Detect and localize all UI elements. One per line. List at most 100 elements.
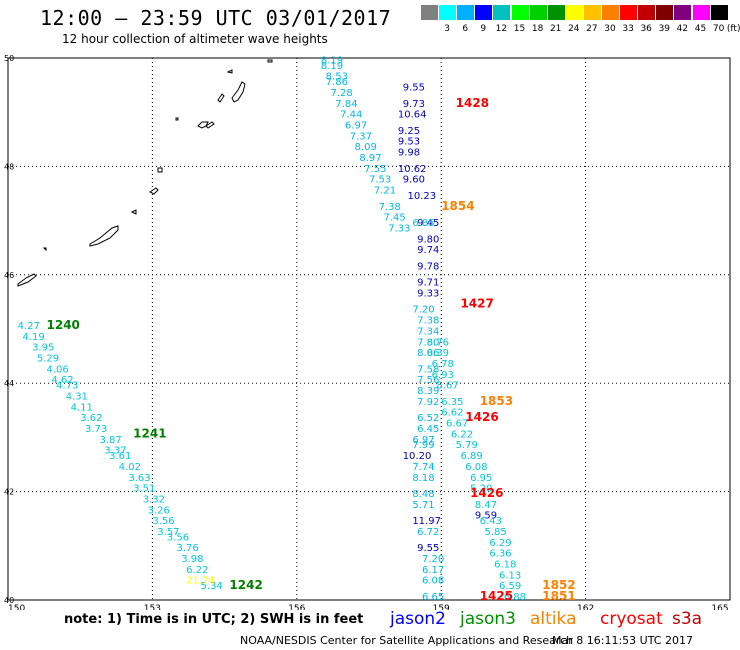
swh-value-cyan_main: 7.53 bbox=[369, 175, 391, 186]
legend-label: 12 bbox=[495, 24, 508, 34]
legend-label: 33 bbox=[622, 24, 634, 34]
footer-note: note: 1) Time is in UTC; 2) SWH is in fe… bbox=[64, 612, 364, 627]
legend-swatch bbox=[583, 5, 601, 20]
swh-value-cyan_main: 7.21 bbox=[374, 186, 396, 197]
pass-time-label: 1241 bbox=[133, 426, 166, 440]
pass-time-label: 1851 bbox=[542, 589, 575, 603]
swh-value-cyan_second: 5.85 bbox=[485, 527, 507, 538]
legend-swatch bbox=[602, 5, 619, 20]
pass-time-label: 1854 bbox=[441, 199, 474, 213]
swh-value-jason2: 9.80 bbox=[417, 234, 439, 245]
swh-value-cyan_second: 6.95 bbox=[470, 473, 492, 484]
axis-labels: 150 153 156 159 162 165 50 48 46 44 42 40 bbox=[4, 54, 729, 610]
swh-value-jason2: 9.71 bbox=[417, 278, 439, 289]
satellite-altika: altika bbox=[530, 609, 577, 629]
swh-value-cyan_second: 6.62 bbox=[441, 408, 463, 419]
legend-label: 42 bbox=[676, 24, 689, 34]
swh-value-cyan_main: 8.39 bbox=[417, 386, 439, 397]
swh-value-cyan_main: 7.99 bbox=[412, 440, 434, 451]
legend-swatch bbox=[656, 5, 674, 20]
swh-value-cyan_second: 6.18 bbox=[494, 559, 516, 570]
swh-value-cyan_second: 5.20 bbox=[470, 484, 492, 495]
lat-tick-label: 44 bbox=[4, 379, 14, 388]
pass-time-label: 1242 bbox=[229, 578, 262, 592]
swh-value-cyan_main: 7.44 bbox=[340, 110, 362, 121]
swh-value-cyan_main: 6.97 bbox=[412, 435, 434, 446]
swh-value-cyan_main: 7.45 bbox=[383, 213, 405, 224]
swh-value-cyan_main: 6.08 bbox=[422, 576, 444, 587]
swh-value-jason2: 9.33 bbox=[417, 288, 439, 299]
island-1 bbox=[226, 69, 233, 74]
swh-value-cyan_west: 3.32 bbox=[143, 494, 165, 505]
swh-value-cyan_main: 8.09 bbox=[355, 142, 377, 153]
swh-value-cyan_main: 6.97 bbox=[345, 120, 367, 131]
swh-value-jason2: 9.74 bbox=[417, 245, 439, 256]
lon-tick-label: 150 bbox=[8, 604, 25, 610]
legend-label: 27 bbox=[586, 24, 598, 34]
lat-tick-label: 50 bbox=[4, 54, 14, 63]
island-5 bbox=[197, 121, 209, 129]
swh-value-cyan_main: 7.86 bbox=[326, 77, 348, 88]
pass-time-label: 1426 bbox=[470, 486, 503, 500]
island-2 bbox=[267, 59, 273, 63]
page-title: 12:00 – 23:59 UTC 03/01/2017 bbox=[40, 6, 392, 30]
legend-label: 45 bbox=[694, 24, 707, 34]
swh-value-cyan_west: 3.87 bbox=[99, 435, 121, 446]
swh-value-cyan_main: 7.20 bbox=[422, 554, 444, 565]
swh-value-cyan_west: 3.37 bbox=[104, 446, 126, 457]
legend-label: 6 bbox=[462, 24, 469, 34]
legend-swatch bbox=[638, 5, 656, 20]
island-9 bbox=[149, 187, 159, 195]
legend-swatch bbox=[475, 5, 493, 20]
swh-value-cyan_west: 4.06 bbox=[47, 364, 69, 375]
swh-value-cyan_second: 8.76 bbox=[427, 337, 449, 348]
legend-swatch bbox=[529, 5, 547, 20]
lon-tick-label: 162 bbox=[577, 604, 594, 610]
swh-value-cyan_second: 6.85 bbox=[412, 218, 434, 229]
swh-value-cyan_main: 7.33 bbox=[388, 223, 410, 234]
swh-value-jason2: 10.62 bbox=[398, 164, 427, 175]
swh-value-jason2: 10.64 bbox=[398, 110, 427, 121]
swh-value-cyan_main: 7.55 bbox=[364, 164, 386, 175]
legend-swatch bbox=[493, 5, 511, 20]
swh-value-jason2: 9.55 bbox=[417, 543, 439, 554]
swh-value-cyan_main: 8.53 bbox=[326, 72, 348, 83]
swh-value-cyan_second: 8.67 bbox=[436, 381, 458, 392]
swh-value-cyan_main: 6.65 bbox=[422, 592, 444, 603]
swh-value-cyan_west: 4.02 bbox=[119, 462, 141, 473]
swh-value-cyan_second: 6.88 bbox=[504, 592, 526, 603]
island-11 bbox=[89, 225, 119, 247]
swh-value-cyan_west: 5.29 bbox=[37, 354, 59, 365]
swh-value-jason2: 9.73 bbox=[403, 99, 425, 110]
legend-unit: (ft) bbox=[726, 24, 740, 34]
swh-value-jason2: 9.25 bbox=[398, 126, 420, 137]
legend-label: 39 bbox=[658, 24, 671, 34]
swh-value-cyan_west: 4.11 bbox=[71, 402, 93, 413]
swh-value-cyan_main: 5.71 bbox=[412, 500, 434, 511]
swh-value-cyan_west: 3.73 bbox=[85, 424, 107, 435]
island-10 bbox=[130, 209, 137, 215]
legend-swatch bbox=[547, 5, 565, 20]
lat-tick-label: 46 bbox=[4, 271, 14, 280]
swh-value-cyan_second: 6.43 bbox=[480, 516, 502, 527]
page-subtitle: 12 hour collection of altimeter wave hei… bbox=[62, 32, 328, 46]
swh-value-cyan_west: 3.98 bbox=[181, 554, 203, 565]
pass-time-label: 1428 bbox=[456, 96, 489, 110]
lon-tick-label: 159 bbox=[433, 604, 450, 610]
island-8 bbox=[157, 167, 163, 173]
swh-value-cyan_west: 3.26 bbox=[148, 505, 170, 516]
swh-value-cyan_second: 6.36 bbox=[489, 549, 511, 560]
legend-label: 70 bbox=[712, 24, 725, 34]
swh-value-cyan_west: 4.27 bbox=[18, 321, 40, 332]
swh-value-cyan_main: 6.45 bbox=[417, 424, 439, 435]
swh-value-cyan_second: 6.78 bbox=[432, 359, 454, 370]
legend-swatch bbox=[421, 5, 438, 20]
swh-value-cyan_main: 7.37 bbox=[350, 131, 372, 142]
swh-value-cyan_west: 4.31 bbox=[66, 391, 88, 402]
legend-label: 18 bbox=[531, 24, 544, 34]
swh-value-jason2: 9.59 bbox=[475, 511, 497, 522]
swh-value-cyan_main: 7.84 bbox=[335, 99, 357, 110]
swh-value-cyan_west: 4.73 bbox=[56, 381, 78, 392]
swh-value-cyan_main: 7.38 bbox=[379, 202, 401, 213]
